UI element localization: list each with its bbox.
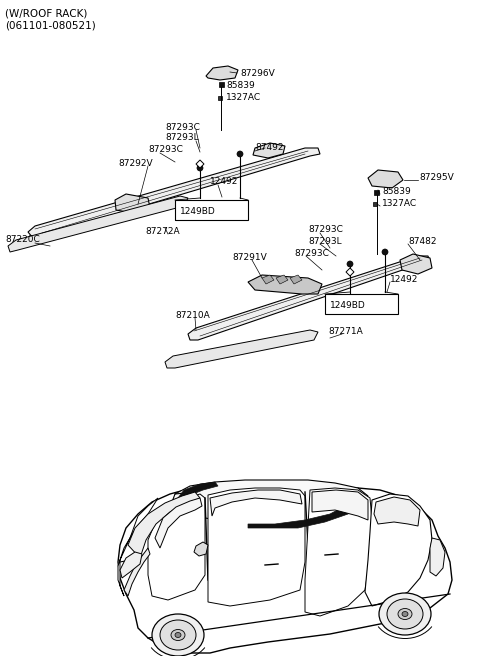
Ellipse shape — [152, 614, 204, 656]
Polygon shape — [365, 494, 432, 606]
Polygon shape — [178, 482, 218, 506]
Bar — [218, 96, 222, 100]
Ellipse shape — [175, 632, 181, 638]
Polygon shape — [208, 488, 305, 606]
Circle shape — [382, 249, 388, 255]
Text: 87272A: 87272A — [145, 228, 180, 237]
Text: 87296V: 87296V — [240, 68, 275, 77]
Polygon shape — [312, 490, 368, 520]
Polygon shape — [118, 498, 158, 596]
Ellipse shape — [379, 593, 431, 635]
Text: (061101-080521): (061101-080521) — [5, 21, 96, 31]
FancyBboxPatch shape — [175, 200, 248, 220]
Text: 87292V: 87292V — [118, 159, 153, 167]
Polygon shape — [172, 480, 368, 524]
Text: 87492: 87492 — [255, 144, 284, 152]
Text: 87293C: 87293C — [294, 249, 329, 258]
Polygon shape — [430, 538, 445, 576]
Text: 1249BD: 1249BD — [180, 207, 216, 216]
Polygon shape — [262, 275, 274, 284]
Circle shape — [347, 261, 353, 267]
Polygon shape — [28, 148, 320, 238]
Polygon shape — [155, 498, 202, 548]
Ellipse shape — [171, 630, 185, 640]
Text: (W/ROOF RACK): (W/ROOF RACK) — [5, 9, 87, 19]
Polygon shape — [276, 275, 288, 284]
Circle shape — [237, 151, 243, 157]
Polygon shape — [148, 494, 205, 600]
Ellipse shape — [160, 620, 196, 650]
Bar — [373, 202, 377, 206]
Text: 87295V: 87295V — [419, 173, 454, 182]
Polygon shape — [120, 552, 142, 578]
Text: 12492: 12492 — [210, 178, 239, 186]
Polygon shape — [253, 143, 285, 158]
Polygon shape — [290, 275, 302, 284]
Polygon shape — [188, 256, 430, 340]
Polygon shape — [248, 498, 360, 528]
Text: 12492: 12492 — [390, 276, 419, 285]
Polygon shape — [248, 275, 322, 294]
Polygon shape — [305, 488, 372, 616]
Polygon shape — [124, 548, 150, 596]
Polygon shape — [206, 66, 238, 80]
Text: 87293C: 87293C — [165, 123, 200, 131]
Ellipse shape — [387, 599, 423, 629]
Text: 87293L: 87293L — [165, 134, 199, 142]
Polygon shape — [346, 268, 354, 276]
Ellipse shape — [402, 611, 408, 617]
Polygon shape — [194, 542, 208, 556]
Polygon shape — [400, 254, 432, 274]
Polygon shape — [196, 160, 204, 168]
Text: 1249BD: 1249BD — [330, 302, 366, 310]
Text: 1327AC: 1327AC — [382, 199, 417, 209]
Polygon shape — [128, 492, 200, 558]
Text: 85839: 85839 — [226, 81, 255, 91]
Polygon shape — [165, 330, 318, 368]
Text: 87210A: 87210A — [175, 312, 210, 321]
Polygon shape — [210, 490, 302, 516]
FancyBboxPatch shape — [325, 294, 398, 314]
Text: 1327AC: 1327AC — [226, 94, 261, 102]
Ellipse shape — [398, 609, 412, 619]
Text: 85839: 85839 — [382, 188, 411, 197]
Polygon shape — [374, 497, 420, 526]
Text: 87293C: 87293C — [148, 146, 183, 155]
Text: 87293L: 87293L — [308, 237, 342, 247]
Bar — [219, 82, 224, 87]
Text: 87271A: 87271A — [328, 327, 363, 337]
Polygon shape — [118, 482, 452, 653]
Text: 87291V: 87291V — [232, 253, 267, 262]
Text: 87293C: 87293C — [308, 226, 343, 234]
Circle shape — [197, 165, 203, 171]
Bar — [374, 190, 379, 195]
Text: 87220C: 87220C — [5, 236, 40, 245]
Text: 87482: 87482 — [408, 237, 436, 247]
Polygon shape — [8, 196, 188, 252]
Polygon shape — [115, 194, 150, 214]
Polygon shape — [368, 170, 403, 188]
